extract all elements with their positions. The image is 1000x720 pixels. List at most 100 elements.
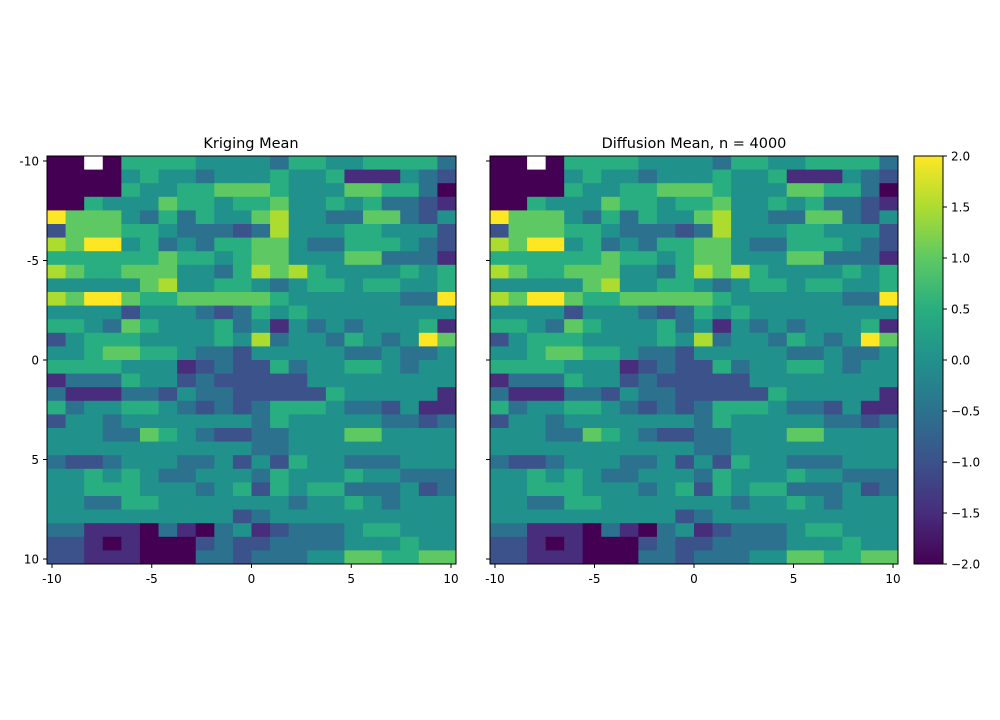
heatmap-cell <box>694 428 713 442</box>
heatmap-cell <box>805 523 825 538</box>
heatmap-cell <box>601 156 621 170</box>
heatmap-cell <box>307 509 327 524</box>
heatmap-cell <box>879 183 899 198</box>
heatmap-cell <box>508 496 528 510</box>
heatmap-cell <box>214 319 234 334</box>
colorbar-tick-label: 1.0 <box>951 252 970 266</box>
heatmap-cell <box>251 523 271 538</box>
heatmap-cell <box>582 332 602 347</box>
heatmap-cell <box>232 523 252 538</box>
heatmap-cell <box>344 224 364 238</box>
heatmap-cell <box>214 224 234 238</box>
heatmap-cell <box>344 373 364 388</box>
heatmap-cell <box>214 468 234 483</box>
heatmap-cell <box>344 346 364 361</box>
heatmap-cell <box>158 414 178 429</box>
heatmap-cell <box>675 319 695 334</box>
heatmap-cell <box>381 468 401 483</box>
heatmap-cell <box>564 414 584 429</box>
heatmap-cell <box>307 169 327 184</box>
heatmap-cell <box>490 292 509 306</box>
heatmap-cell <box>712 224 732 238</box>
heatmap-cell <box>527 455 547 470</box>
heatmap-cell <box>582 319 602 334</box>
heatmap-cell <box>582 305 602 320</box>
heatmap-cell <box>694 305 713 320</box>
heatmap-cell <box>582 523 602 538</box>
heatmap-cell <box>214 264 234 279</box>
heatmap-cell <box>731 428 751 442</box>
heatmap-cell <box>694 373 713 388</box>
heatmap-cell <box>564 509 584 524</box>
heatmap-cell <box>47 292 66 306</box>
heatmap-cell <box>363 278 383 293</box>
heatmap-cell <box>139 210 159 225</box>
heatmap-cell <box>102 196 122 211</box>
heatmap-cell <box>65 482 85 497</box>
heatmap-cell <box>232 550 252 565</box>
heatmap-cell <box>102 292 122 306</box>
heatmap-cell <box>47 278 66 293</box>
heatmap-cell <box>638 387 658 402</box>
heatmap-cell <box>344 305 364 320</box>
heatmap-cell <box>731 183 751 198</box>
heatmap-cell <box>879 305 899 320</box>
heatmap-cell <box>84 156 104 170</box>
heatmap-cell <box>325 373 345 388</box>
heatmap-cell <box>381 156 401 170</box>
heatmap-cell <box>582 292 602 306</box>
heatmap-cell <box>158 251 178 266</box>
heatmap-cell <box>381 237 401 252</box>
heatmap-cell <box>508 536 528 551</box>
heatmap-cell <box>232 482 252 497</box>
heatmap-cell <box>65 183 85 198</box>
heatmap-cell <box>363 414 383 429</box>
heatmap-cell <box>214 523 234 538</box>
heatmap-cell <box>508 550 528 565</box>
heatmap-cell <box>786 441 806 456</box>
heatmap-cell <box>288 210 308 225</box>
heatmap-cell <box>879 550 899 565</box>
heatmap-cell <box>545 482 565 497</box>
heatmap-cell <box>437 319 457 334</box>
heatmap-cell <box>102 468 122 483</box>
heatmap-cell <box>601 455 621 470</box>
heatmap-cell <box>601 373 621 388</box>
heatmap-cell <box>270 468 290 483</box>
heatmap-cell <box>823 468 843 483</box>
heatmap-cell <box>527 346 547 361</box>
heatmap-cell <box>786 264 806 279</box>
heatmap-cell <box>251 428 271 442</box>
heatmap-cell <box>251 400 271 415</box>
heatmap-cell <box>270 183 290 198</box>
heatmap-cell <box>47 387 66 402</box>
heatmap-cell <box>805 224 825 238</box>
heatmap-cell <box>694 224 713 238</box>
heatmap-cell <box>508 523 528 538</box>
heatmap-cell <box>656 332 676 347</box>
heatmap-cell <box>214 536 234 551</box>
heatmap-cell <box>860 278 880 293</box>
heatmap-cell <box>786 360 806 374</box>
heatmap-cell <box>400 414 420 429</box>
heatmap-cell <box>381 373 401 388</box>
heatmap-cell <box>805 482 825 497</box>
heatmap-cell <box>381 400 401 415</box>
heatmap-cell <box>418 264 438 279</box>
heatmap-cell <box>842 482 862 497</box>
heatmap-cell <box>675 224 695 238</box>
heatmap-cell <box>325 468 345 483</box>
heatmap-cell <box>121 400 141 415</box>
heatmap-cell <box>823 210 843 225</box>
heatmap-cell <box>545 550 565 565</box>
heatmap-cell <box>527 523 547 538</box>
heatmap-cell <box>805 292 825 306</box>
heatmap-cell <box>490 196 509 211</box>
heatmap-cell <box>749 428 769 442</box>
heatmap-cell <box>214 346 234 361</box>
heatmap-cell <box>251 414 271 429</box>
heatmap-cell <box>102 210 122 225</box>
heatmap-cell <box>344 292 364 306</box>
heatmap-cell <box>638 196 658 211</box>
heatmap-cell <box>731 509 751 524</box>
